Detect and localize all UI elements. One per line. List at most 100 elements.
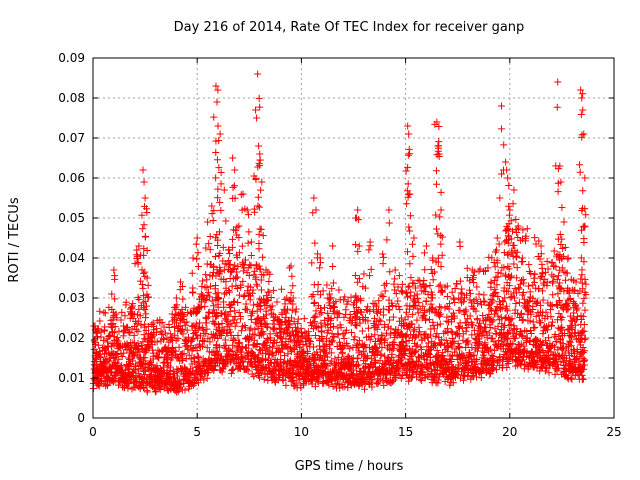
data-point: [106, 332, 114, 340]
data-point: [312, 356, 320, 364]
data-point: [188, 336, 196, 344]
data-point-peak: [216, 130, 224, 138]
data-point: [415, 323, 423, 331]
data-point: [254, 202, 262, 210]
data-point-peak: [140, 178, 148, 186]
data-point: [579, 187, 587, 195]
data-point: [282, 342, 290, 350]
data-point: [139, 292, 147, 300]
data-point: [510, 260, 518, 268]
data-point: [356, 275, 364, 283]
data-point: [497, 125, 505, 133]
data-point: [211, 253, 219, 261]
data-point: [366, 272, 374, 280]
data-point: [334, 379, 342, 387]
data-point: [555, 296, 563, 304]
data-point: [310, 370, 318, 378]
data-point-peak: [503, 166, 511, 174]
data-point: [355, 242, 363, 250]
data-point: [179, 330, 187, 338]
data-point: [109, 378, 117, 386]
data-point: [220, 290, 228, 298]
data-point: [420, 277, 428, 285]
data-point: [335, 338, 343, 346]
data-point: [221, 336, 229, 344]
data-point: [203, 344, 211, 352]
data-point-peak: [220, 186, 228, 194]
data-point: [221, 260, 229, 268]
data-point: [491, 248, 499, 256]
data-point: [208, 297, 216, 305]
data-point: [432, 167, 440, 175]
data-point: [258, 286, 266, 294]
data-point: [543, 257, 551, 265]
data-point: [200, 376, 208, 384]
data-point: [451, 299, 459, 307]
data-point: [132, 326, 140, 334]
data-point: [421, 306, 429, 314]
data-point: [229, 235, 237, 243]
data-point: [581, 356, 589, 364]
data-point: [513, 264, 521, 272]
data-point: [204, 369, 212, 377]
data-point: [254, 193, 262, 201]
data-point: [317, 259, 325, 267]
data-point: [110, 329, 118, 337]
data-point-peak: [214, 122, 222, 130]
data-point: [488, 335, 496, 343]
data-point-peak: [193, 234, 201, 242]
data-point: [139, 377, 147, 385]
data-point: [414, 294, 422, 302]
data-point: [237, 327, 245, 335]
data-point: [351, 333, 359, 341]
data-point: [398, 287, 406, 295]
data-point: [433, 180, 441, 188]
data-point: [294, 315, 302, 323]
data-point-peak: [287, 262, 295, 270]
data-point: [128, 385, 136, 393]
data-point-peak: [335, 286, 343, 294]
data-point: [328, 330, 336, 338]
data-point-peak: [329, 242, 337, 250]
data-point: [115, 327, 123, 335]
data-point: [421, 266, 429, 274]
data-point: [233, 253, 241, 261]
data-point: [517, 309, 525, 317]
data-point: [291, 345, 299, 353]
data-point: [554, 188, 562, 196]
data-point: [247, 324, 255, 332]
data-point: [348, 329, 356, 337]
data-point: [214, 335, 222, 343]
data-point: [331, 303, 339, 311]
data-point: [537, 319, 545, 327]
data-point: [175, 343, 183, 351]
chart-title: Day 216 of 2014, Rate Of TEC Index for r…: [174, 20, 525, 35]
data-point: [466, 290, 474, 298]
data-point: [140, 221, 148, 229]
data-point: [317, 319, 325, 327]
data-point: [519, 226, 527, 234]
data-point: [277, 285, 285, 293]
data-point: [355, 347, 363, 355]
data-point: [333, 376, 341, 384]
data-point: [351, 271, 359, 279]
x-tick-label: 20: [502, 425, 517, 439]
data-point: [161, 329, 169, 337]
data-point: [456, 242, 464, 250]
data-point: [207, 282, 215, 290]
data-point: [530, 274, 538, 282]
data-point: [429, 276, 437, 284]
data-point: [492, 330, 500, 338]
data-point: [436, 213, 444, 221]
data-point: [454, 323, 462, 331]
data-point: [403, 289, 411, 297]
data-point: [283, 305, 291, 313]
data-point: [137, 342, 145, 350]
data-point: [370, 314, 378, 322]
data-point: [379, 260, 387, 268]
data-point: [576, 161, 584, 169]
data-point: [269, 343, 277, 351]
data-point: [118, 308, 126, 316]
data-point: [134, 327, 142, 335]
data-point-peak: [506, 206, 514, 214]
